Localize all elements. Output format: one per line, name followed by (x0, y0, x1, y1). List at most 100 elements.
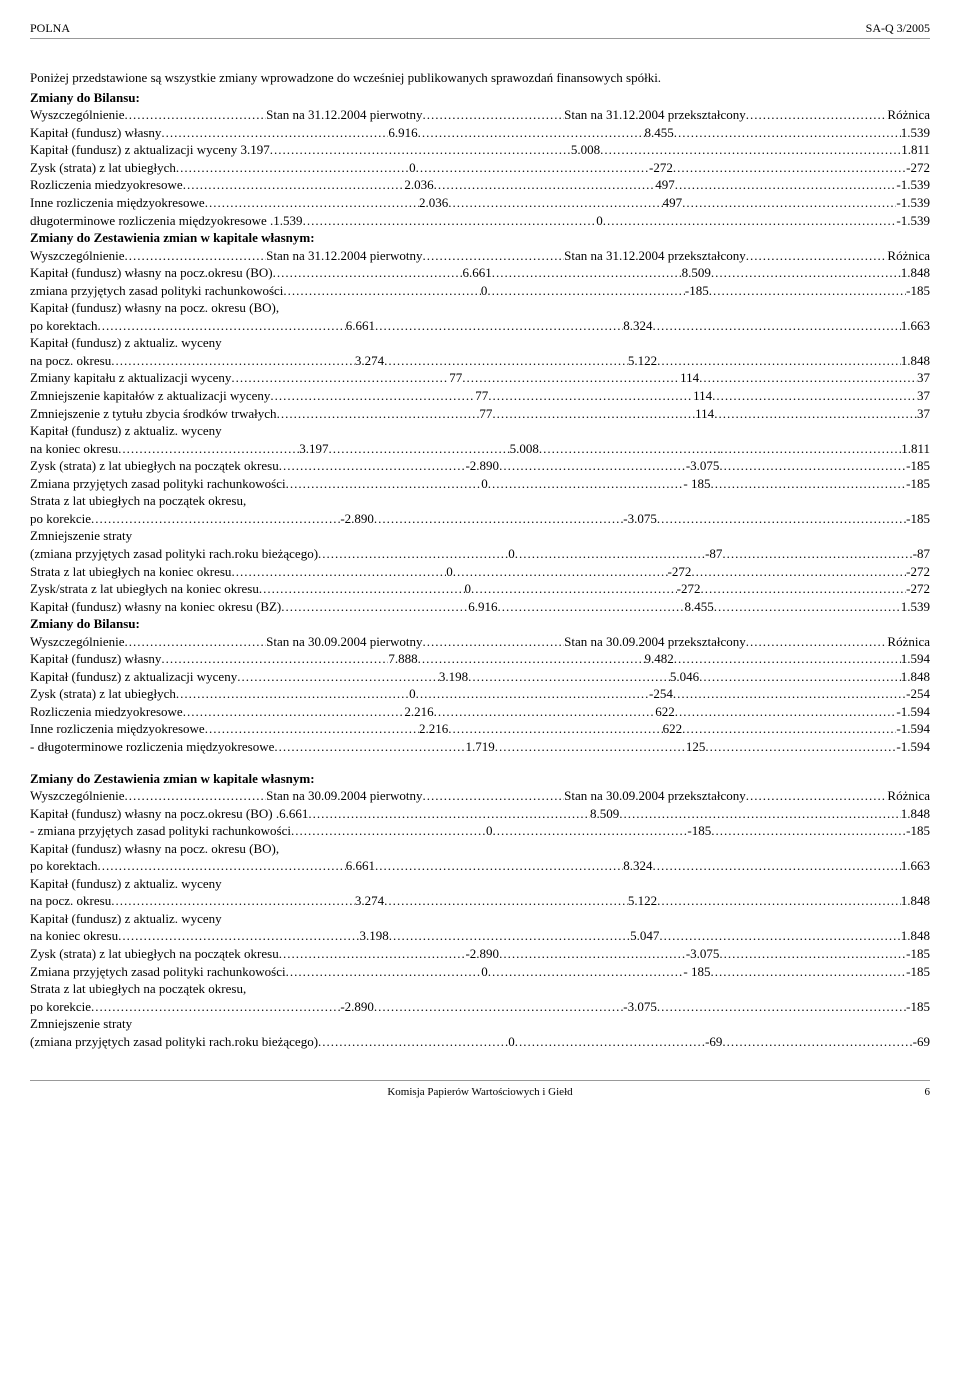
line-segment: zmiana przyjętych zasad polityki rachunk… (30, 282, 283, 300)
leader-dots (418, 650, 645, 668)
leader-dots (712, 387, 917, 405)
leader-dots (448, 720, 662, 738)
line-segment: 1.539 (901, 598, 930, 616)
leader-dots (714, 405, 917, 423)
line-segment: 8.324 (623, 857, 652, 875)
leader-dots (277, 405, 480, 423)
leader-dots (675, 703, 897, 721)
leader-dots (711, 963, 907, 981)
text-line: Kapitał (fundusz) własny na pocz. okresu… (30, 840, 930, 858)
text-line: Inne rozliczenia międzyokresowe2.036497-… (30, 194, 930, 212)
leader-dots (98, 857, 346, 875)
line-segment: Zmiany kapitału z aktualizacji wyceny (30, 369, 231, 387)
leader-dots (657, 510, 906, 528)
leader-dots (384, 352, 628, 370)
line-segment: -2.890 (340, 998, 374, 1016)
text-line: (zmiana przyjętych zasad polityki rach.r… (30, 545, 930, 563)
line-text: Zmiany do Zestawienia zmian w kapitale w… (30, 770, 315, 788)
leader-dots (279, 457, 466, 475)
line-segment: 77 (479, 405, 492, 423)
text-line: Rozliczenia miedzyokresowe2.036497-1.539 (30, 176, 930, 194)
line-segment: - 185 (683, 963, 710, 981)
leader-dots (423, 106, 565, 124)
line-segment: -272 (906, 563, 930, 581)
line-text: Kapitał (fundusz) z aktualiz. wyceny (30, 334, 222, 352)
leader-dots (714, 598, 901, 616)
leader-dots (205, 720, 419, 738)
line-segment: Zmiana przyjętych zasad polityki rachunk… (30, 475, 286, 493)
line-segment: 77 (449, 369, 462, 387)
text-line: po korektach6.6618.324 1.663 (30, 317, 930, 335)
leader-dots (653, 857, 901, 875)
text-line: Zmiana przyjętych zasad polityki rachunk… (30, 475, 930, 493)
text-line: Zysk (strata) z lat ubiegłych na począte… (30, 457, 930, 475)
text-line: Kapitał (fundusz) z aktualiz. wyceny (30, 334, 930, 352)
line-segment: po korektach (30, 317, 98, 335)
line-segment: 3.198 (359, 927, 388, 945)
leader-dots (746, 633, 888, 651)
text-line: zmiana przyjętych zasad polityki rachunk… (30, 282, 930, 300)
leader-dots (318, 545, 508, 563)
line-segment: Zysk (strata) z lat ubiegłych (30, 685, 176, 703)
line-segment: 2.036 (404, 176, 433, 194)
text-line: po korekcie-2.890-3.075 -185 (30, 510, 930, 528)
line-segment: 5.046 (670, 668, 699, 686)
line-segment: 1.848 (901, 892, 930, 910)
line-text: Zmiany do Zestawienia zmian w kapitale w… (30, 229, 315, 247)
page-footer: Komisja Papierów Wartościowych i Giełd 6 (30, 1080, 930, 1100)
line-text: Kapitał (fundusz) własny na pocz. okresu… (30, 299, 279, 317)
line-segment: 3.274 (355, 352, 384, 370)
leader-dots (722, 545, 912, 563)
line-segment: 1.594 (901, 650, 930, 668)
leader-dots (488, 475, 684, 493)
line-segment: -185 (906, 457, 930, 475)
leader-dots (416, 159, 649, 177)
line-segment: na pocz. okresu (30, 892, 111, 910)
leader-dots (434, 703, 656, 721)
line-segment: -185 (906, 822, 930, 840)
line-segment: Kapitał (fundusz) własny na pocz.okresu … (30, 805, 308, 823)
line-segment: 6.916 (468, 598, 497, 616)
line-segment: 114 (693, 387, 712, 405)
line-segment: - 185 (683, 475, 710, 493)
text-line: Zysk (strata) z lat ubiegłych0-254-254 (30, 685, 930, 703)
line-segment: na koniec okresu (30, 440, 118, 458)
line-segment: Wyszczególnienie (30, 247, 125, 265)
line-segment: -1.594 (896, 738, 930, 756)
line-segment: -3.075 (686, 457, 720, 475)
leader-dots (746, 106, 888, 124)
leader-dots (495, 738, 686, 756)
line-segment: -87 (913, 545, 930, 563)
line-segment: Wyszczególnienie (30, 106, 125, 124)
line-segment: 622 (655, 703, 675, 721)
line-segment: (zmiana przyjętych zasad polityki rach.r… (30, 545, 318, 563)
leader-dots (303, 212, 597, 230)
line-segment: Strata z lat ubiegłych na koniec okresu (30, 563, 231, 581)
leader-dots (659, 927, 900, 945)
line-segment: -272 (677, 580, 701, 598)
text-line: Inne rozliczenia międzyokresowe2.216622-… (30, 720, 930, 738)
text-line: WyszczególnienieStan na 30.09.2004 pierw… (30, 633, 930, 651)
leader-dots (720, 440, 901, 458)
line-segment: Stan na 31.12.2004 pierwotny (266, 247, 422, 265)
leader-dots (418, 124, 645, 142)
leader-dots (619, 805, 901, 823)
line-segment: 6.661 (462, 264, 491, 282)
text-line: Zmiana przyjętych zasad polityki rachunk… (30, 963, 930, 981)
line-segment: -69 (913, 1033, 930, 1051)
leader-dots (329, 440, 510, 458)
line-text: Zmiany do Bilansu: (30, 615, 140, 633)
leader-dots (711, 822, 906, 840)
line-segment: Zmniejszenie kapitałów z aktualizacji wy… (30, 387, 270, 405)
leader-dots (691, 563, 906, 581)
leader-dots (270, 141, 571, 159)
page-number: 6 (925, 1085, 931, 1100)
line-segment: Kapitał (fundusz) własny na pocz.okresu … (30, 264, 273, 282)
line-segment: Różnica (887, 247, 930, 265)
leader-dots (709, 282, 906, 300)
line-segment: Wyszczególnienie (30, 633, 125, 651)
text-line: Wyszczególnienie Stan na 31.12.2004 pierw… (30, 247, 930, 265)
leader-dots (291, 822, 486, 840)
line-segment: 1.811 (901, 440, 930, 458)
text-line: (zmiana przyjętych zasad polityki rach.r… (30, 1033, 930, 1051)
